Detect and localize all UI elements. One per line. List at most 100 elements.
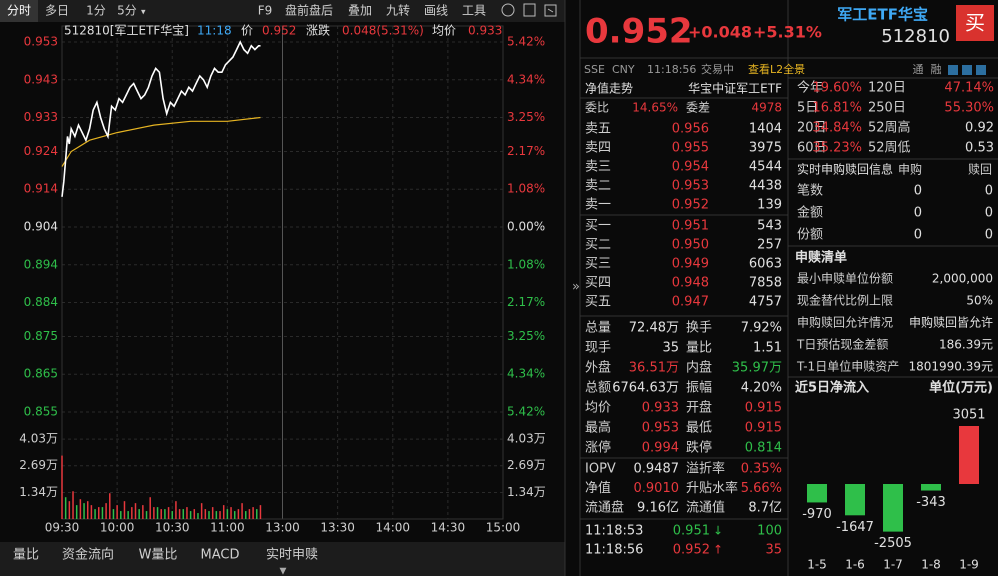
stat-value: 8.7亿 <box>748 501 782 516</box>
pct-tick-label: 5.42% <box>507 35 545 49</box>
settings-icon[interactable] <box>501 3 515 17</box>
book-price: 0.948 <box>672 276 709 291</box>
x-tick-label: 1-6 <box>845 558 865 572</box>
tab[interactable]: 5分 <box>117 4 137 18</box>
tab[interactable]: 1分 <box>86 4 106 18</box>
value-label: -970 <box>802 507 832 522</box>
stat-label: 外盘 <box>585 360 611 376</box>
meta: CNY <box>612 63 635 76</box>
bottom-tab[interactable]: 量比 <box>13 548 39 563</box>
row-label: 金额 <box>797 205 823 221</box>
tool[interactable]: 工具 <box>462 4 486 18</box>
pct-tick-label: 3.25% <box>507 110 545 124</box>
section-title: 实时申购赎回信息 <box>797 162 893 177</box>
book-price: 0.953 <box>672 179 709 194</box>
stat-value: 0.35% <box>741 462 782 477</box>
perf-label: 250日 <box>868 101 906 116</box>
stat-value: 0.9010 <box>634 481 680 496</box>
row-value: 2,000,000 <box>932 272 993 286</box>
stat-value: 0.814 <box>745 441 782 456</box>
stat-value: 35 <box>662 341 679 356</box>
section-title: 申赎清单 <box>795 250 847 266</box>
copy-icon[interactable] <box>523 3 536 17</box>
y-tick-label: 0.933 <box>24 110 58 124</box>
l2-link[interactable]: 查看L2全景 <box>748 62 805 76</box>
pct-tick-label: 3.25% <box>507 329 545 343</box>
bottom-tab[interactable]: MACD <box>201 548 240 563</box>
column-header: 申购 <box>898 162 922 177</box>
meta: SSE <box>584 63 605 76</box>
perf-value: 16.81% <box>812 101 862 116</box>
tool[interactable]: 画线 <box>424 4 448 18</box>
bar <box>845 484 865 516</box>
tool[interactable]: 盘前盘后 <box>285 3 333 18</box>
value-label: -1647 <box>836 520 874 535</box>
y-tick-label: 0.914 <box>24 182 58 196</box>
icon[interactable] <box>962 65 972 75</box>
toolbar-icons <box>501 3 986 75</box>
chart-unit: 单位(万元) <box>929 380 993 396</box>
icon[interactable] <box>948 65 958 75</box>
pct-tick-label: 0.00% <box>507 220 545 234</box>
ratio-label: 委比 <box>585 101 609 115</box>
stat-value: 0.994 <box>642 441 679 456</box>
pct-tick-label: 5.42% <box>507 405 545 419</box>
toolbar <box>0 0 565 22</box>
book-label: 卖一 <box>585 198 611 213</box>
book-label: 卖五 <box>585 122 611 137</box>
collapse-arrow[interactable]: » <box>572 280 580 295</box>
header-avg: 0.933 <box>468 24 502 38</box>
pct-tick-label: 1.08% <box>507 182 545 196</box>
fund-name: 华宝中证军工ETF <box>688 81 782 96</box>
row-value: 0 <box>914 184 922 199</box>
bottom-tab[interactable]: 实时申赎 <box>266 548 318 563</box>
badge: 通 <box>913 63 924 76</box>
stat-value: 6764.63万 <box>612 381 679 396</box>
change: +0.048 <box>688 23 752 42</box>
badge: 融 <box>931 63 942 76</box>
bottom-tab[interactable]: W量比 <box>139 548 178 563</box>
pct-tick-label: 1.08% <box>507 257 545 271</box>
trade-time: 11:18:56 <box>585 543 643 558</box>
perf-label: 52周低 <box>868 141 911 156</box>
row-value: 0 <box>914 228 922 243</box>
row-label: 份额 <box>797 228 823 243</box>
pct-tick-label: 2.17% <box>507 144 545 158</box>
book-volume: 543 <box>757 219 782 234</box>
tool[interactable]: F9 <box>258 4 273 18</box>
tab[interactable]: 多日 <box>45 4 69 18</box>
book-volume: 4757 <box>749 295 782 310</box>
buy-label[interactable]: 买 <box>965 11 985 35</box>
perf-value: 47.14% <box>944 81 994 96</box>
buy-button[interactable] <box>956 5 994 41</box>
stat-value: 0.9487 <box>634 462 680 477</box>
nav-tab[interactable]: 净值走势 <box>585 81 633 96</box>
stat-label: 最低 <box>686 421 712 436</box>
x-tick-label: 1-8 <box>921 558 941 572</box>
x-tick-label: 10:00 <box>100 521 135 535</box>
perf-value: 34.84% <box>812 121 862 136</box>
book-volume: 6063 <box>749 257 782 272</box>
icon[interactable] <box>976 65 986 75</box>
export-icon[interactable] <box>544 4 557 17</box>
tool[interactable]: 叠加 <box>348 4 372 18</box>
row-value: 0 <box>985 206 993 221</box>
book-label: 买二 <box>585 238 611 253</box>
book-price: 0.947 <box>672 295 709 310</box>
avg-line <box>61 116 261 167</box>
row-value: 0 <box>985 228 993 243</box>
y-tick-label: 0.875 <box>24 329 58 343</box>
stat-label: 涨停 <box>585 440 611 456</box>
bottom-tab[interactable]: 资金流向 <box>62 547 114 563</box>
row-label: 现金替代比例上限 <box>797 293 893 308</box>
bottom-arrow: ▼ <box>280 567 287 576</box>
header-price-label: 价 <box>241 24 253 38</box>
perf-value: 55.30% <box>944 101 994 116</box>
fund-title: 军工ETF华宝 <box>837 6 928 24</box>
stat-label: 溢折率 <box>686 461 725 477</box>
tool[interactable]: 九转 <box>386 3 410 18</box>
stat-label: 总额 <box>585 381 611 396</box>
tab[interactable]: 分时 <box>7 4 31 18</box>
x-tick-label: 13:30 <box>320 521 355 535</box>
row-value: 186.39元 <box>939 338 993 352</box>
